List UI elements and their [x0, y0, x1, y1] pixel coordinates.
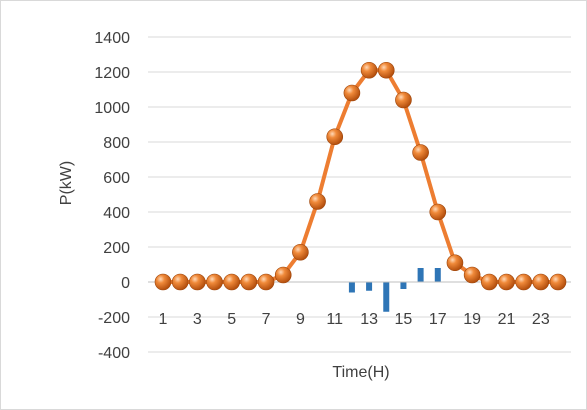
line-point: [240, 273, 258, 291]
line-point: [189, 273, 206, 291]
x-tick-label: 15: [395, 311, 413, 328]
x-tick-label: 21: [498, 311, 516, 328]
x-tick-label: 19: [463, 311, 481, 328]
x-tick-label: 11: [326, 311, 343, 328]
line-point: [515, 273, 532, 291]
line-point: [360, 61, 378, 79]
y-tick-label: 800: [103, 135, 130, 152]
line-point: [498, 273, 515, 291]
bar-series: [348, 268, 441, 312]
x-tick-labels: 1 3 5 7 9 11 13 15 17 19 21 23: [159, 311, 550, 328]
bar: [400, 282, 407, 289]
line-point: [292, 243, 309, 261]
line-point: [446, 254, 464, 272]
y-tick-label: 1400: [94, 30, 130, 47]
y-tick-label: 1200: [94, 65, 130, 82]
line-point: [206, 273, 223, 291]
bar: [348, 282, 355, 293]
x-tick-label: 1: [159, 311, 168, 328]
bar: [417, 268, 424, 282]
bar: [383, 282, 390, 312]
x-tick-label: 17: [429, 311, 447, 328]
x-axis-title: Time(H): [332, 364, 389, 381]
y-tick-label: -200: [98, 310, 130, 327]
line-point: [481, 273, 498, 291]
line-point: [154, 273, 172, 291]
line-point: [532, 273, 550, 291]
bar: [434, 268, 441, 282]
line-point: [549, 273, 567, 291]
line-markers: [154, 61, 567, 291]
x-tick-label: 13: [360, 311, 378, 328]
line-series: [163, 68, 558, 284]
line-point: [309, 193, 326, 210]
line-point: [412, 144, 429, 161]
x-tick-label: 3: [193, 311, 202, 328]
y-tick-labels: -400 -200 0 200 400 600 800 1000 1200 1400: [94, 30, 130, 362]
x-tick-label: 5: [227, 311, 236, 328]
line-point: [171, 273, 189, 291]
line-point: [274, 266, 292, 284]
line-point: [377, 61, 395, 79]
y-tick-label: 600: [103, 170, 130, 187]
line-point: [429, 203, 447, 221]
y-tick-label: 0: [121, 275, 130, 292]
gridlines: [148, 36, 571, 353]
bar: [366, 282, 373, 291]
line-point: [326, 128, 344, 146]
x-tick-label: 7: [262, 311, 271, 328]
y-axis-title: P(kW): [58, 161, 75, 205]
x-tick-label: 9: [296, 311, 305, 328]
line-point: [463, 266, 481, 284]
x-tick-label: 23: [532, 311, 550, 328]
line-point: [223, 273, 240, 291]
line-point: [395, 91, 412, 109]
y-tick-label: 1000: [94, 100, 130, 117]
line-point: [257, 273, 275, 291]
y-tick-label: 200: [103, 240, 130, 257]
y-tick-label: -400: [98, 345, 130, 362]
line-path: [163, 68, 558, 284]
y-tick-label: 400: [103, 205, 130, 222]
line-point: [343, 84, 361, 102]
